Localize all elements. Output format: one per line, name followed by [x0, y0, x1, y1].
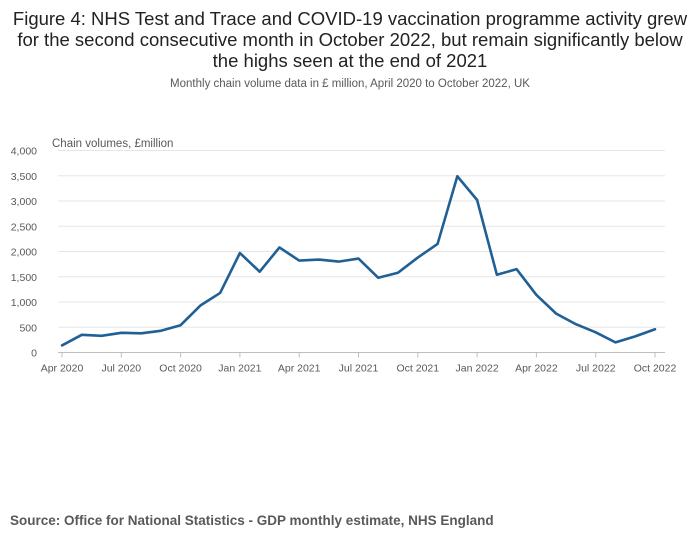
x-tick-label: Oct 2021 — [396, 363, 439, 375]
chart-title: Figure 4: NHS Test and Trace and COVID-1… — [12, 8, 688, 71]
data-point[interactable]: Aug 2021: 1480 — [374, 274, 382, 282]
data-point[interactable]: Nov 2020: 930 — [196, 302, 204, 310]
data-point[interactable]: Feb 2022: 1540 — [493, 271, 501, 279]
x-tick-label: Apr 2020 — [41, 363, 84, 375]
data-point[interactable]: Jul 2021: 1860 — [355, 255, 363, 263]
source-note: Source: Office for National Statistics -… — [10, 513, 494, 528]
x-axis-ticks: Apr 2020 Jul 2020 Oct 2020 Jan 2021 Apr 2021… — [41, 352, 677, 375]
data-point[interactable]: Apr 2020: 140 — [58, 341, 66, 349]
data-point[interactable]: Jan 2021: 1970 — [236, 249, 244, 257]
y-tick-label: 1,000 — [11, 297, 37, 309]
x-tick-label: Jan 2021 — [218, 363, 261, 375]
data-point[interactable]: May 2022: 770 — [552, 310, 560, 318]
data-point[interactable]: Apr 2021: 1820 — [295, 257, 303, 265]
data-point[interactable]: Mar 2022: 1650 — [513, 265, 521, 273]
x-tick-label: Oct 2022 — [634, 363, 677, 375]
y-tick-label: 3,500 — [11, 171, 37, 183]
data-point[interactable]: Jun 2020: 330 — [98, 332, 106, 340]
x-tick-label: Jul 2020 — [101, 363, 141, 375]
data-point[interactable]: Aug 2020: 380 — [137, 329, 145, 337]
data-point[interactable]: Oct 2022: 460 — [651, 325, 659, 333]
y-tick-label: 2,500 — [11, 221, 37, 233]
data-point[interactable]: Dec 2021: 3490 — [453, 172, 461, 180]
y-tick-label: 2,000 — [11, 247, 37, 259]
data-point[interactable]: Jan 2022: 3020 — [473, 196, 481, 204]
data-point[interactable]: Sep 2022: 320 — [631, 332, 639, 340]
data-point[interactable]: Sep 2020: 430 — [157, 327, 165, 335]
x-tick-label: Jan 2022 — [455, 363, 498, 375]
data-point[interactable]: Jun 2021: 1800 — [335, 258, 343, 266]
y-tick-label: 500 — [19, 322, 37, 334]
data-point[interactable]: Jul 2022: 400 — [592, 328, 600, 336]
x-tick-label: Apr 2021 — [278, 363, 321, 375]
data-point[interactable]: Oct 2020: 540 — [177, 321, 185, 329]
y-axis-ticks: 0 500 1,000 1,500 2,000 2,500 3,000 3,500 4,000 — [11, 146, 37, 360]
data-point[interactable]: Feb 2021: 1600 — [256, 268, 264, 276]
data-point[interactable]: Dec 2020: 1180 — [216, 289, 224, 297]
x-tick-label: Jul 2022 — [576, 363, 616, 375]
y-tick-label: 4,000 — [11, 146, 37, 158]
data-point[interactable]: Mar 2021: 2080 — [275, 243, 283, 251]
series-line-chain-volumes — [60, 174, 657, 347]
y-tick-label: 1,500 — [11, 272, 37, 284]
data-point[interactable]: Jun 2022: 560 — [572, 320, 580, 328]
data-point[interactable]: Jul 2020: 390 — [117, 329, 125, 337]
series-group: Apr 2020: 140 May 2020: 350 Jun 2020: 330 J… — [58, 172, 659, 349]
gridlines — [58, 150, 665, 353]
data-point[interactable]: May 2021: 1840 — [315, 256, 323, 264]
x-tick-label: Apr 2022 — [515, 363, 558, 375]
y-tick-label: 3,000 — [11, 196, 37, 208]
data-point[interactable]: Nov 2021: 2150 — [434, 240, 442, 248]
data-point[interactable]: Aug 2022: 200 — [611, 338, 619, 346]
x-tick-label: Oct 2020 — [159, 363, 202, 375]
data-point[interactable]: Sep 2021: 1580 — [394, 269, 402, 277]
x-tick-label: Jul 2021 — [339, 363, 379, 375]
y-axis-label: Chain volumes, £million — [52, 138, 173, 150]
data-point[interactable]: Apr 2022: 1140 — [532, 291, 540, 299]
y-tick-label: 0 — [31, 348, 37, 360]
chart-subtitle: Monthly chain volume data in £ million, … — [170, 78, 530, 90]
data-point[interactable]: Oct 2021: 1880 — [414, 254, 422, 262]
data-point[interactable]: May 2020: 350 — [78, 331, 86, 339]
